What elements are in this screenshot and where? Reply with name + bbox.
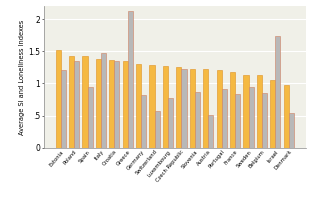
Bar bbox=[270, 80, 275, 148]
Bar bbox=[284, 85, 289, 148]
Bar bbox=[248, 87, 254, 148]
Bar bbox=[203, 69, 208, 148]
Bar bbox=[56, 50, 61, 148]
Bar bbox=[190, 69, 195, 148]
Bar bbox=[88, 87, 93, 148]
Bar bbox=[222, 89, 227, 148]
Bar bbox=[128, 11, 133, 148]
Bar bbox=[136, 64, 141, 148]
Bar bbox=[195, 92, 200, 148]
Bar bbox=[163, 66, 168, 148]
Bar bbox=[141, 95, 146, 148]
Bar bbox=[101, 53, 106, 148]
Bar bbox=[168, 97, 173, 148]
Bar bbox=[208, 115, 213, 148]
Bar bbox=[96, 59, 101, 148]
Bar bbox=[82, 57, 88, 148]
Bar bbox=[74, 61, 79, 148]
Bar bbox=[230, 72, 235, 148]
Bar bbox=[257, 75, 262, 148]
Bar bbox=[243, 75, 248, 148]
Bar bbox=[176, 67, 181, 148]
Bar bbox=[275, 36, 280, 148]
Y-axis label: Average SI and Loneliness Indexes: Average SI and Loneliness Indexes bbox=[19, 19, 26, 135]
Bar bbox=[115, 61, 119, 148]
Bar bbox=[262, 93, 267, 148]
Bar bbox=[61, 70, 66, 148]
Bar bbox=[155, 111, 160, 148]
Bar bbox=[289, 113, 294, 148]
Bar bbox=[181, 69, 187, 148]
Bar bbox=[235, 94, 240, 148]
Bar bbox=[149, 65, 155, 148]
Bar bbox=[109, 60, 115, 148]
Bar bbox=[217, 70, 222, 148]
Bar bbox=[123, 61, 128, 148]
Bar bbox=[69, 56, 74, 148]
